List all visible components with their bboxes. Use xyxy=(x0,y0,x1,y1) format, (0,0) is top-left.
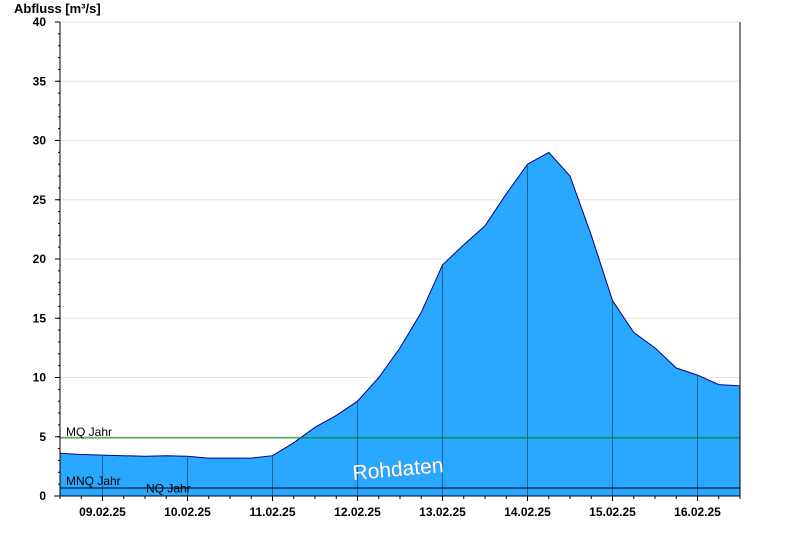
y-tick-label: 30 xyxy=(33,134,47,148)
x-tick-label: 11.02.25 xyxy=(249,505,295,519)
discharge-area xyxy=(59,151,741,497)
x-tick-label: 12.02.25 xyxy=(334,505,381,519)
ref-label-nq: NQ Jahr xyxy=(146,481,191,495)
axes: 09.02.25 10.02.25 11.02.25 12.02.25 13.02.25… xyxy=(33,15,741,519)
ref-label-mnq: MNQ Jahr xyxy=(66,474,121,488)
x-tick-label: 10.02.25 xyxy=(164,505,211,519)
ref-label-mq: MQ Jahr xyxy=(66,425,112,439)
y-tick-label: 25 xyxy=(33,193,47,207)
y-axis-label: Abfluss [m³/s] xyxy=(14,1,101,16)
x-tick-label: 13.02.25 xyxy=(419,505,466,519)
x-tick-label: 09.02.25 xyxy=(79,505,126,519)
y-tick-label: 20 xyxy=(33,252,47,266)
x-tick-label: 16.02.25 xyxy=(674,505,721,519)
y-tick-label: 10 xyxy=(33,371,47,385)
y-tick-label: 40 xyxy=(33,15,47,29)
y-tick-label: 0 xyxy=(39,489,46,503)
grid-lines xyxy=(60,21,740,438)
y-tick-label: 5 xyxy=(39,430,46,444)
y-tick-label: 35 xyxy=(33,74,47,88)
x-tick-label: 14.02.25 xyxy=(504,505,551,519)
reference-lines: MQ Jahr MNQ Jahr NQ Jahr xyxy=(60,425,740,495)
day-divider-lines xyxy=(102,164,698,496)
y-tick-label: 15 xyxy=(33,311,47,325)
x-tick-label: 15.02.25 xyxy=(589,505,636,519)
